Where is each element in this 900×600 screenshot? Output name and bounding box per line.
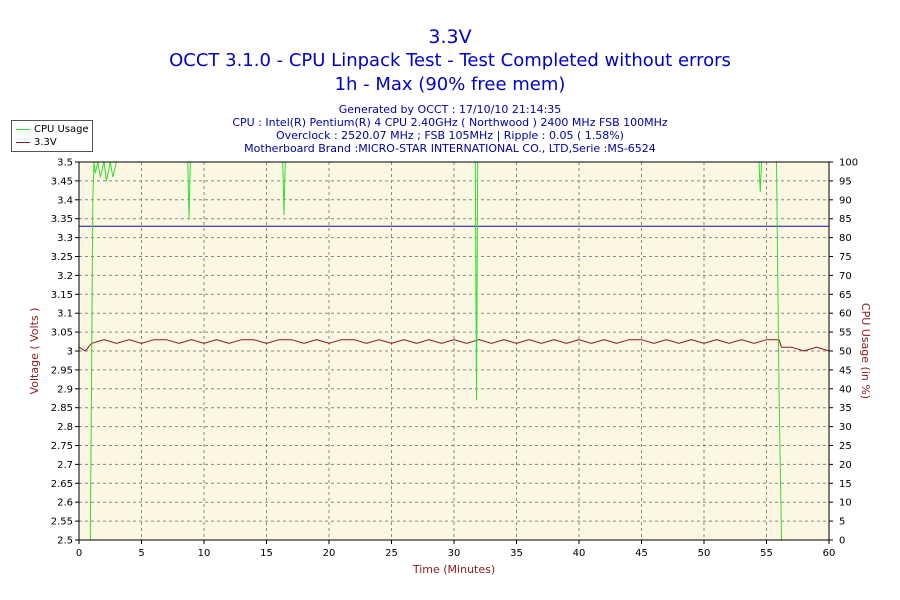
y2-tick-label: 55 [839, 328, 852, 339]
y2-tick-label: 80 [839, 233, 852, 244]
y-tick-label: 2.65 [51, 479, 73, 490]
legend-swatch-voltage [16, 141, 30, 143]
y-tick-label: 3.2 [57, 271, 73, 282]
x-tick-label: 5 [138, 548, 144, 559]
y-tick-label: 2.7 [57, 460, 73, 471]
info-overclock: Overclock : 2520.07 MHz ; FSB 105MHz | R… [276, 129, 624, 142]
legend-item-cpu: CPU Usage [16, 123, 89, 136]
x-tick-label: 45 [635, 548, 648, 559]
y-axis-title: Voltage ( Volts ) [28, 308, 41, 395]
y2-tick-label: 65 [839, 290, 852, 301]
chart-subtitle: OCCT 3.1.0 - CPU Linpack Test - Test Com… [169, 50, 731, 71]
legend-label-cpu: CPU Usage [34, 124, 89, 135]
x-tick-label: 60 [823, 548, 836, 559]
y2-tick-label: 45 [839, 365, 852, 376]
y-tick-label: 3.35 [51, 214, 73, 225]
y-tick-label: 2.8 [57, 422, 73, 433]
y2-tick-label: 100 [839, 158, 858, 169]
y-tick-label: 2.85 [51, 403, 73, 414]
x-tick-label: 30 [448, 548, 461, 559]
x-axis-title: Time (Minutes) [412, 563, 495, 576]
info-motherboard: Motherboard Brand :MICRO-STAR INTERNATIO… [244, 142, 656, 155]
x-tick-label: 35 [510, 548, 523, 559]
y-tick-label: 3.1 [57, 309, 73, 320]
x-tick-label: 40 [573, 548, 586, 559]
y-tick-label: 3 [67, 347, 73, 358]
y2-tick-label: 60 [839, 309, 852, 320]
y2-tick-label: 25 [839, 441, 852, 452]
chart-title: 3.3V [428, 26, 472, 48]
y-tick-label: 2.75 [51, 441, 73, 452]
y2-axis-title: CPU Usage (in %) [859, 303, 872, 399]
legend-label-voltage: 3.3V [34, 137, 57, 148]
info-cpu: CPU : Intel(R) Pentium(R) 4 CPU 2.40GHz … [232, 116, 668, 129]
legend-swatch-cpu [16, 128, 30, 130]
series-line-voltage [78, 339, 830, 352]
legend: CPU Usage 3.3V [11, 120, 93, 152]
y-tick-label: 3.05 [51, 328, 73, 339]
x-tick-label: 55 [760, 548, 773, 559]
x-tick-label: 20 [323, 548, 336, 559]
info-generated: Generated by OCCT : 17/10/10 21:14:35 [338, 103, 562, 116]
x-tick-label: 0 [76, 548, 82, 559]
x-tick-label: 25 [385, 548, 398, 559]
y-tick-label: 2.6 [57, 498, 73, 509]
legend-item-voltage: 3.3V [16, 136, 57, 149]
y-tick-label: 3.5 [57, 158, 73, 169]
y-tick-label: 3.15 [51, 290, 73, 301]
y2-tick-label: 0 [839, 536, 845, 547]
y2-tick-label: 40 [839, 384, 852, 395]
y2-tick-label: 10 [839, 498, 852, 509]
y-tick-label: 3.4 [57, 195, 73, 206]
x-tick-label: 10 [198, 548, 211, 559]
chart-subtitle-2: 1h - Max (90% free mem) [334, 74, 566, 95]
y2-tick-label: 50 [839, 347, 852, 358]
y2-tick-label: 90 [839, 195, 852, 206]
y2-tick-label: 35 [839, 403, 852, 414]
x-tick-label: 50 [698, 548, 711, 559]
plot-frame [78, 161, 830, 541]
y-tick-label: 2.55 [51, 517, 73, 528]
y-tick-label: 3.3 [57, 233, 73, 244]
y2-tick-label: 5 [839, 517, 845, 528]
y-tick-label: 2.95 [51, 365, 73, 376]
y2-tick-label: 95 [839, 176, 852, 187]
y2-tick-label: 85 [839, 214, 852, 225]
y2-tick-label: 70 [839, 271, 852, 282]
y-tick-label: 2.9 [57, 384, 73, 395]
y2-tick-label: 20 [839, 460, 852, 471]
y-tick-label: 3.45 [51, 176, 73, 187]
y2-tick-label: 75 [839, 252, 852, 263]
y-tick-label: 3.25 [51, 252, 73, 263]
y2-tick-label: 30 [839, 422, 852, 433]
y-tick-label: 2.5 [57, 536, 73, 547]
x-tick-label: 15 [260, 548, 273, 559]
y2-tick-label: 15 [839, 479, 852, 490]
